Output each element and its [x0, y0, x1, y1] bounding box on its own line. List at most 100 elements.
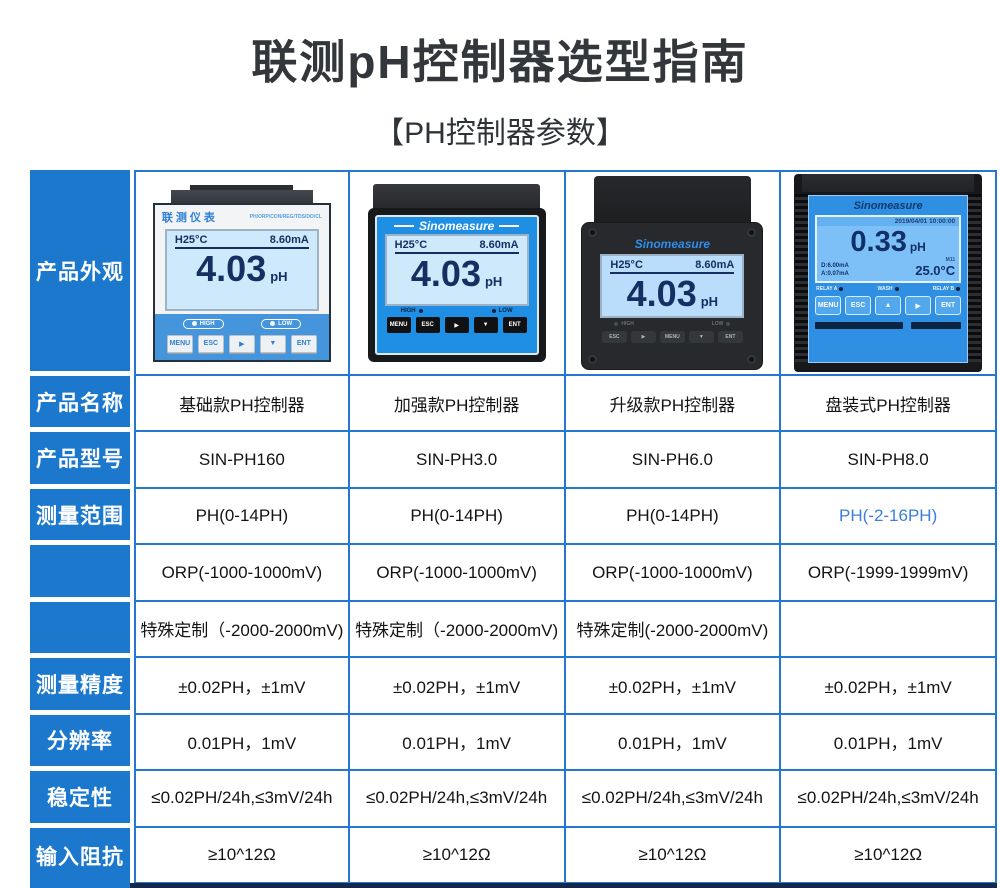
row-header-stability: 稳定性	[30, 771, 130, 828]
device-front-panel: Sinomeasure H25°C 8.60mA 4.03 pH HIGH	[581, 222, 764, 370]
spec-cell: ±0.02PH，±1mV	[781, 658, 997, 715]
device-brand: Sinomeasure	[634, 237, 711, 251]
device-sin-ph8: Sinomeasure 2019/04/01 10:00:00 0.33 pH …	[794, 174, 983, 372]
indicator-dot	[726, 322, 731, 326]
lcd-ph-value: 4.03	[196, 247, 267, 289]
spec-cell: 盘装式PH控制器	[781, 376, 997, 433]
lcd-ph-unit: pH	[484, 274, 503, 289]
indicator-low: LOW	[712, 321, 731, 327]
spec-cell: SIN-PH160	[134, 432, 350, 489]
spec-cell: ORP(-1000-1000mV)	[565, 545, 782, 602]
page-subtitle: 【PH控制器参数】	[374, 117, 626, 150]
spec-cell: PH(0-14PH)	[349, 488, 566, 546]
screw-icon	[749, 230, 755, 235]
spec-cell	[781, 601, 997, 659]
lcd-ph-unit: pH	[700, 294, 719, 309]
spec-cell: 0.01PH，1mV	[134, 714, 350, 772]
indicator-dot	[491, 309, 496, 313]
device-sin-ph6: Sinomeasure H25°C 8.60mA 4.03 pH HIGH	[581, 176, 764, 370]
indicator-high: HIGH	[182, 318, 224, 329]
device-sin-ph160: 联测仪表 PH/ORP/CON/REG/TDS/DO/CL H25°C 8.60…	[152, 184, 331, 362]
spec-cell: 0.01PH，1mV	[565, 714, 782, 772]
product-image-cell: Sinomeasure H25°C 8.60mA 4.03 pH HIGH	[565, 170, 782, 376]
row-header-empty	[30, 545, 130, 602]
spec-cell: 0.01PH，1mV	[781, 714, 997, 772]
spec-cell: 特殊定制（-2000-2000mV)	[134, 601, 350, 659]
product-image-cell: Sinomeasure H25°C 8.60mA 4.03 pH	[349, 170, 566, 376]
spec-cell: ORP(-1000-1000mV)	[349, 545, 566, 602]
lcd-ph-value: 0.33	[850, 226, 907, 258]
device-key: ESC	[415, 317, 440, 333]
spec-cell: SIN-PH3.0	[349, 432, 566, 489]
device-key: ESC	[601, 331, 627, 343]
device-key: ▶	[630, 331, 656, 343]
device-brand: Sinomeasure	[853, 200, 923, 212]
indicator-dot	[270, 321, 276, 326]
indicator-low: LOW	[261, 318, 302, 329]
spec-cell: SIN-PH6.0	[565, 432, 782, 489]
spec-cell: ±0.02PH，±1mV	[349, 658, 566, 715]
lcd-temp-reading: H25°C	[610, 259, 643, 271]
screw-icon	[590, 230, 596, 235]
spec-cell: ≤0.02PH/24h,≤3mV/24h	[565, 771, 782, 828]
product-image-cell: 联测仪表 PH/ORP/CON/REG/TDS/DO/CL H25°C 8.60…	[134, 170, 350, 376]
lcd-current-reading: 8.60mA	[695, 259, 735, 271]
lcd-ph-value: 4.03	[626, 273, 697, 314]
indicator-relay-b: RELAY B	[933, 286, 961, 292]
spec-cell: ORP(-1000-1000mV)	[134, 545, 350, 602]
device-top-lid	[594, 176, 751, 222]
device-top-lid	[802, 174, 975, 192]
page-title: 联测pH控制器选型指南	[251, 36, 749, 88]
device-parameter-list: PH/ORP/CON/REG/TDS/DO/CL	[249, 213, 322, 220]
device-lcd: H25°C 8.60mA 4.03 pH	[384, 234, 529, 306]
device-key: MENU	[386, 317, 411, 333]
row-header-product-model: 产品型号	[30, 432, 130, 489]
device-key: MENU	[815, 296, 842, 316]
spec-cell: 加强款PH控制器	[349, 376, 566, 433]
header-column-stub	[30, 882, 130, 888]
device-front-panel: 联测仪表 PH/ORP/CON/REG/TDS/DO/CL H25°C 8.60…	[152, 202, 331, 362]
indicator-dot	[839, 287, 844, 292]
indicator-high: HIGH	[401, 308, 423, 314]
product-image-cell: Sinomeasure 2019/04/01 10:00:00 0.33 pH …	[781, 170, 997, 376]
lcd-ph-value: 4.03	[410, 253, 481, 294]
device-side-ribs	[795, 194, 809, 362]
spec-cell-highlight: PH(-2-16PH)	[781, 488, 997, 546]
lcd-datetime: 2019/04/01 10:00:00	[817, 217, 960, 226]
device-front-panel: Sinomeasure 2019/04/01 10:00:00 0.33 pH …	[808, 195, 969, 363]
spec-cell: PH(0-14PH)	[565, 488, 782, 546]
device-key: ▶	[905, 296, 932, 316]
spec-cell: ≤0.02PH/24h,≤3mV/24h	[134, 771, 350, 828]
spec-cell: ±0.02PH，±1mV	[134, 658, 350, 715]
spec-cell: ≤0.02PH/24h,≤3mV/24h	[781, 771, 997, 828]
device-case: Sinomeasure H25°C 8.60mA 4.03 pH	[367, 208, 546, 362]
device-key: ▼	[473, 317, 498, 333]
device-lcd: H25°C 8.60mA 4.03 pH	[600, 254, 745, 318]
device-key: MENU	[659, 331, 685, 343]
device-slot	[911, 322, 962, 330]
spec-cell: 0.01PH，1mV	[349, 714, 566, 772]
lcd-temp-reading: H25°C	[174, 233, 208, 246]
device-key: ENT	[502, 317, 527, 333]
spec-cell: 特殊定制（-2000-2000mV)	[349, 601, 566, 659]
lcd-mode: M11	[945, 257, 956, 264]
spec-cell: ≥10^12Ω	[349, 827, 566, 884]
row-header-measure-accuracy: 测量精度	[30, 658, 130, 715]
lcd-current-reading: 8.60mA	[269, 233, 309, 246]
spec-cell: ≤0.02PH/24h,≤3mV/24h	[349, 771, 566, 828]
device-key: ENT	[717, 331, 743, 343]
indicator-high: HIGH	[614, 321, 634, 327]
row-header-empty	[30, 601, 130, 659]
indicator-relay-a: RELAY A	[816, 286, 844, 292]
spec-cell: ORP(-1999-1999mV)	[781, 545, 997, 602]
device-key: ▶	[228, 334, 255, 353]
lcd-ph-unit: pH	[909, 240, 926, 254]
indicator-dot	[894, 287, 899, 292]
device-key: ENT	[290, 334, 317, 353]
spec-cell: PH(0-14PH)	[134, 488, 350, 546]
device-key: ▼	[688, 331, 714, 343]
device-key: ENT	[935, 296, 962, 316]
device-terminal-lip	[190, 184, 294, 190]
lcd-output-d: D:6.00mA	[821, 263, 849, 270]
device-slot	[815, 322, 904, 330]
